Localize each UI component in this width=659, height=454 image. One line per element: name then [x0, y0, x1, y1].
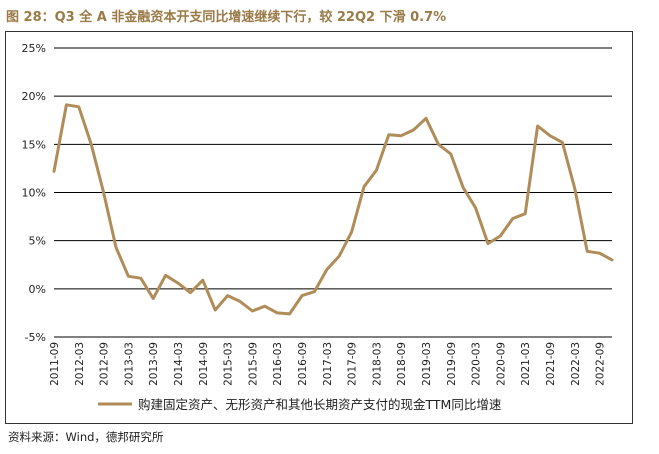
- data-point: [375, 169, 378, 172]
- data-point: [276, 311, 279, 315]
- series-layer: [52, 103, 614, 316]
- data-point: [288, 312, 291, 316]
- x-tick-label: 2015-09: [247, 342, 259, 386]
- x-tick-label: 2013-09: [148, 342, 160, 386]
- data-point: [586, 250, 589, 253]
- data-point: [362, 185, 366, 188]
- chart-frame: [5, 31, 633, 424]
- data-point: [548, 134, 552, 137]
- data-point: [152, 297, 155, 300]
- x-tick-label: 2018-09: [396, 342, 408, 386]
- data-point: [90, 143, 93, 146]
- data-point: [65, 103, 68, 107]
- data-point: [102, 191, 105, 194]
- y-tick-label: 5%: [29, 235, 46, 248]
- data-point: [499, 234, 502, 238]
- data-point: [511, 217, 514, 220]
- y-tick-label: 20%: [22, 90, 46, 103]
- x-tick-label: 2011-09: [49, 342, 61, 386]
- legend: 购建固定资产、无形资产和其他长期资产支付的现金TTM同比增速: [98, 397, 502, 412]
- data-point: [524, 212, 527, 215]
- x-tick-label: 2021-03: [520, 342, 532, 386]
- x-tick-label: 2021-09: [545, 342, 557, 386]
- y-tick-label: 15%: [22, 138, 46, 151]
- y-tick-label: 25%: [22, 42, 46, 55]
- data-point: [114, 246, 118, 249]
- data-point: [176, 281, 180, 285]
- data-point: [52, 170, 56, 173]
- x-tick-label: 2015-03: [223, 342, 235, 386]
- x-tick-label: 2017-03: [322, 342, 334, 386]
- y-tick-label: 0%: [29, 283, 46, 296]
- x-tick-label: 2012-03: [74, 342, 86, 386]
- data-point: [610, 258, 614, 262]
- data-point: [486, 242, 490, 245]
- data-point: [139, 277, 142, 280]
- x-tick-label: 2013-03: [123, 342, 135, 386]
- data-point: [338, 254, 341, 258]
- x-axis-ticks: 2011-09 2012-03 2012-09 2013-03 2013-09 2014-…: [49, 342, 607, 386]
- chart-title: 图 28：Q3 全 A 非金融资本开支同比增速继续下行，较 22Q2 下滑 0.…: [6, 10, 447, 25]
- data-point: [263, 304, 266, 308]
- data-point: [201, 278, 204, 282]
- data-point: [536, 124, 539, 128]
- y-axis-ticks: -5% 0% 5% 10% 15% 20% 25%: [22, 42, 46, 344]
- x-tick-label: 2019-03: [421, 342, 433, 386]
- x-tick-label: 2020-09: [495, 342, 507, 386]
- x-tick-label: 2016-03: [272, 342, 284, 386]
- y-tick-label: 10%: [22, 187, 46, 200]
- data-point: [387, 133, 390, 136]
- x-tick-label: 2019-09: [446, 342, 458, 386]
- x-tick-label: 2022-03: [570, 342, 582, 386]
- data-point: [573, 187, 576, 190]
- data-point: [412, 128, 415, 132]
- data-point: [561, 141, 564, 144]
- data-point: [214, 308, 217, 312]
- x-tick-label: 2018-03: [371, 342, 383, 386]
- data-point: [598, 251, 601, 255]
- x-tick-label: 2022-09: [595, 342, 607, 386]
- data-point: [300, 294, 304, 297]
- source-note: 资料来源：Wind，德邦研究所: [8, 430, 164, 444]
- series-line: [52, 103, 614, 316]
- data-point: [238, 300, 242, 303]
- data-point: [437, 143, 440, 146]
- x-tick-label: 2017-09: [347, 342, 359, 386]
- x-tick-label: 2016-09: [297, 342, 309, 386]
- x-tick-label: 2014-09: [198, 342, 210, 386]
- data-point: [251, 309, 254, 313]
- data-point: [474, 206, 477, 210]
- legend-label: 购建固定资产、无形资产和其他长期资产支付的现金TTM同比增速: [138, 397, 502, 412]
- data-point: [449, 152, 452, 156]
- data-point: [77, 105, 81, 108]
- data-point: [226, 294, 229, 297]
- data-point: [189, 291, 192, 294]
- x-tick-label: 2020-03: [471, 342, 483, 386]
- data-point: [127, 275, 130, 278]
- data-point: [424, 117, 428, 120]
- data-point: [462, 186, 465, 189]
- x-tick-label: 2014-03: [173, 342, 185, 386]
- data-point: [164, 274, 167, 277]
- data-point: [325, 268, 328, 271]
- data-point: [400, 134, 403, 137]
- data-point: [313, 290, 316, 293]
- data-point: [350, 230, 353, 234]
- y-tick-label: -5%: [25, 331, 46, 344]
- x-tick-label: 2012-09: [99, 342, 111, 386]
